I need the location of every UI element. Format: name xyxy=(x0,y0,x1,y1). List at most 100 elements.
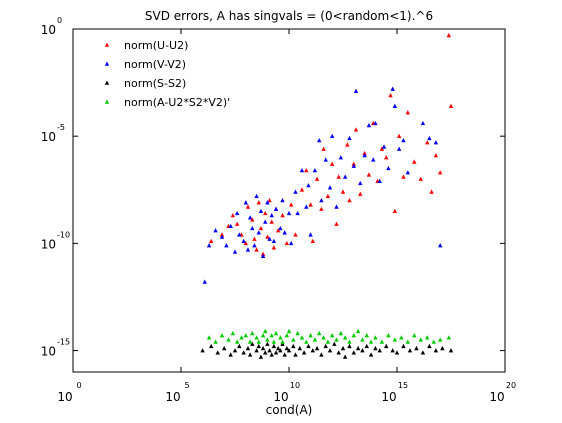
data-point-norm-s-s2 xyxy=(267,348,272,353)
data-point-norm-v-v2 xyxy=(237,232,242,237)
data-point-norm-u-u2 xyxy=(230,213,236,218)
x-tick-exponent: 10 xyxy=(290,381,300,390)
data-point-norm-u-u2 xyxy=(334,221,339,226)
data-point-norm-u-u2 xyxy=(299,187,305,192)
data-point-norm-v-v2 xyxy=(243,200,248,205)
data-point-norm-u-u2 xyxy=(319,206,324,211)
data-point-norm-a-u2-s2-v2 xyxy=(368,339,374,344)
data-point-norm-v-v2 xyxy=(228,223,233,229)
data-point-norm-s-s2 xyxy=(420,350,426,355)
data-point-norm-v-v2 xyxy=(295,210,300,216)
data-point-norm-s-s2 xyxy=(232,348,238,353)
x-axis-label: cond(A) xyxy=(266,403,313,417)
data-point-norm-a-u2-s2-v2 xyxy=(254,335,259,340)
data-point-norm-u-u2 xyxy=(293,232,298,237)
data-point-norm-u-u2 xyxy=(330,161,335,166)
data-point-norm-s-s2 xyxy=(332,341,337,346)
data-point-norm-a-u2-s2-v2 xyxy=(330,333,335,338)
x-tick-exponent: 5 xyxy=(184,381,189,390)
data-point-norm-a-u2-s2-v2 xyxy=(379,339,385,344)
legend-marker xyxy=(104,42,110,47)
data-point-norm-v-v2 xyxy=(282,230,287,235)
data-point-norm-s-s2 xyxy=(271,343,277,349)
data-point-norm-v-v2 xyxy=(265,200,270,205)
y-tick-base: 10 xyxy=(41,237,56,251)
data-point-norm-u-u2 xyxy=(425,140,430,145)
data-point-norm-a-u2-s2-v2 xyxy=(250,330,255,336)
data-point-norm-v-v2 xyxy=(327,185,333,190)
x-tick-exponent: 0 xyxy=(76,381,81,390)
x-tick-base: 10 xyxy=(273,390,288,404)
data-point-norm-u-u2 xyxy=(366,172,372,177)
data-point-norm-u-u2 xyxy=(263,210,268,216)
data-point-norm-v-v2 xyxy=(377,178,382,184)
data-point-norm-a-u2-s2-v2 xyxy=(234,339,240,344)
data-point-norm-v-v2 xyxy=(334,204,339,209)
data-point-norm-u-u2 xyxy=(252,236,257,241)
data-point-norm-a-u2-s2-v2 xyxy=(405,339,410,344)
data-point-norm-s-s2 xyxy=(293,352,298,357)
data-point-norm-s-s2 xyxy=(265,341,270,346)
data-point-norm-v-v2 xyxy=(278,225,283,231)
data-point-norm-u-u2 xyxy=(284,240,290,246)
data-point-norm-a-u2-s2-v2 xyxy=(286,328,292,334)
data-point-norm-v-v2 xyxy=(433,140,439,145)
data-point-norm-v-v2 xyxy=(250,225,255,231)
data-point-norm-v-v2 xyxy=(232,249,238,254)
x-tick-base: 10 xyxy=(489,390,504,404)
data-point-norm-s-s2 xyxy=(319,352,324,357)
data-point-norm-u-u2 xyxy=(384,155,389,160)
y-tick-base: 10 xyxy=(41,23,56,37)
data-point-norm-s-s2 xyxy=(433,348,439,353)
data-point-norm-s-s2 xyxy=(448,348,454,353)
data-point-norm-v-v2 xyxy=(288,240,294,246)
data-point-norm-u-u2 xyxy=(336,174,341,179)
data-point-norm-s-s2 xyxy=(314,345,320,351)
data-point-norm-u-u2 xyxy=(267,198,272,203)
data-point-norm-u-u2 xyxy=(388,92,393,98)
data-point-norm-a-u2-s2-v2 xyxy=(304,339,309,344)
x-tick-base: 10 xyxy=(165,390,180,404)
data-point-norm-s-s2 xyxy=(260,345,266,351)
data-point-norm-a-u2-s2-v2 xyxy=(295,330,300,336)
data-point-norm-s-s2 xyxy=(273,350,279,355)
data-point-norm-a-u2-s2-v2 xyxy=(360,337,365,342)
data-point-norm-s-s2 xyxy=(340,345,346,351)
data-point-norm-v-v2 xyxy=(234,210,240,216)
data-point-norm-v-v2 xyxy=(347,135,352,141)
data-point-norm-s-s2 xyxy=(394,350,400,355)
data-point-norm-u-u2 xyxy=(245,204,251,209)
data-point-norm-s-s2 xyxy=(327,348,333,353)
data-point-norm-v-v2 xyxy=(256,230,261,235)
x-tick-exponent: 15 xyxy=(398,381,408,390)
legend: norm(U-U2) norm(V-V2) norm(S-S2) norm(A-U2*… xyxy=(104,39,230,109)
data-point-norm-u-u2 xyxy=(258,225,264,231)
data-point-norm-v-v2 xyxy=(330,133,335,138)
data-point-norm-s-s2 xyxy=(323,343,328,349)
data-point-norm-u-u2 xyxy=(321,146,326,151)
y-tick-exponent: 0 xyxy=(57,16,62,25)
data-point-norm-a-u2-s2-v2 xyxy=(280,339,285,344)
data-point-norm-v-v2 xyxy=(263,219,268,224)
data-point-norm-u-u2 xyxy=(340,189,346,194)
y-tick-exponent: -10 xyxy=(57,230,70,239)
data-point-norm-s-s2 xyxy=(360,348,365,353)
data-point-norm-s-s2 xyxy=(407,348,413,353)
data-point-norm-u-u2 xyxy=(418,176,423,181)
data-point-norm-u-u2 xyxy=(448,103,454,108)
data-point-norm-a-u2-s2-v2 xyxy=(347,339,352,344)
data-point-norm-u-u2 xyxy=(280,213,285,218)
data-point-norm-v-v2 xyxy=(390,86,395,91)
data-point-norm-s-s2 xyxy=(373,345,378,351)
y-tick-exponent: -15 xyxy=(57,338,70,347)
data-point-norm-u-u2 xyxy=(308,202,313,207)
data-point-norm-s-s2 xyxy=(200,348,205,353)
data-point-norm-u-u2 xyxy=(254,247,259,252)
legend-label: norm(V-V2) xyxy=(124,58,186,71)
data-point-norm-v-v2 xyxy=(392,103,398,108)
data-point-norm-u-u2 xyxy=(438,170,443,175)
data-point-norm-s-s2 xyxy=(263,350,268,355)
data-point-norm-a-u2-s2-v2 xyxy=(342,335,348,340)
